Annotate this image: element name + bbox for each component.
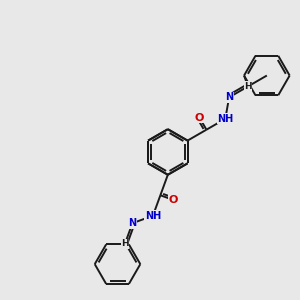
Text: H: H	[244, 82, 252, 91]
Text: N: N	[225, 92, 233, 102]
Text: O: O	[169, 195, 178, 205]
Text: N: N	[128, 218, 136, 228]
Text: NH: NH	[145, 211, 161, 221]
Text: NH: NH	[217, 114, 233, 124]
Text: O: O	[195, 113, 204, 123]
Text: H: H	[121, 239, 129, 248]
